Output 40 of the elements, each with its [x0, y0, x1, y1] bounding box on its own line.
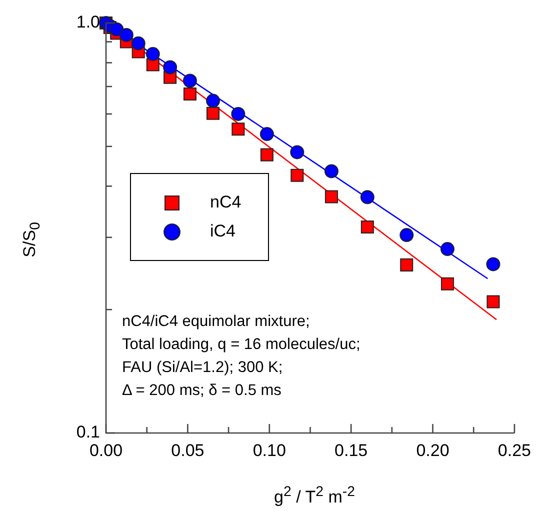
- point: [486, 295, 500, 308]
- point: [206, 94, 220, 108]
- point: [182, 74, 197, 88]
- point: [486, 257, 500, 272]
- point: [110, 22, 124, 36]
- point: [146, 47, 160, 62]
- x-tick-label: 0.10: [252, 440, 286, 460]
- point: [183, 88, 196, 101]
- annotation: Δ = 200 ms; δ = 0.5 ms: [122, 381, 282, 401]
- point: [400, 228, 414, 242]
- point: [290, 168, 304, 182]
- point: [232, 122, 245, 136]
- annotation: nC4/iC4 equimolar mixture;: [122, 312, 311, 332]
- point: [206, 106, 220, 120]
- point: [260, 127, 274, 142]
- annotation: Total loading, q = 16 molecules/uc;: [122, 335, 360, 355]
- y-tick-label: 0.1: [76, 422, 100, 442]
- point: [440, 277, 454, 290]
- x-tick-label: 0.25: [498, 440, 532, 460]
- point: [400, 258, 414, 272]
- point: [260, 148, 274, 162]
- x-tick-label: 0.05: [171, 440, 204, 460]
- point: [360, 220, 374, 234]
- x-tick-label: 0.15: [334, 440, 368, 460]
- y-tick-label: 1.0: [76, 12, 100, 32]
- point: [290, 145, 304, 160]
- point: [231, 106, 246, 121]
- point: [131, 36, 146, 50]
- x-axis-title: g$^{2}$ / T$^{2}$ m$^{-2}$: [273, 484, 356, 508]
- legend-label: iC4: [210, 222, 236, 241]
- legend-label: nC4: [210, 192, 242, 212]
- x-tick-label: 0.00: [89, 440, 123, 460]
- x-tick-label: 0.20: [416, 440, 450, 460]
- point: [324, 190, 338, 204]
- point: [360, 190, 374, 204]
- point: [440, 242, 454, 256]
- point: [324, 164, 338, 178]
- point: [163, 60, 178, 74]
- annotation: FAU (Si/Al=1.2); 300 K;: [122, 358, 284, 378]
- point: [119, 28, 134, 42]
